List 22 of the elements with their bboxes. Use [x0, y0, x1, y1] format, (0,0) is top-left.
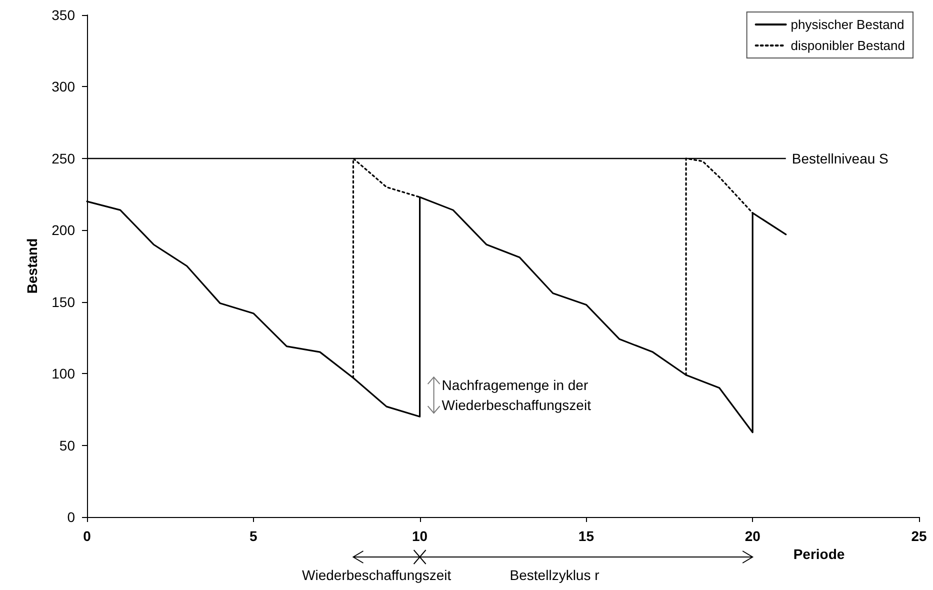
y-tick-label: 300 [52, 78, 76, 95]
y-tick-label: 150 [52, 294, 76, 310]
ref-line-label: Bestellniveau S [792, 150, 888, 166]
text: Wiederbeschaffungszeit [302, 566, 452, 585]
y-tick-label: 50 [59, 437, 76, 454]
text: Bestellzyklus r [510, 566, 600, 585]
y-tick-label: 0 [67, 509, 76, 525]
x-tick-label: 15 [578, 528, 594, 544]
x-tick-label: 5 [250, 528, 258, 544]
x-axis-title: Periode [793, 546, 845, 562]
y-tick-label: 250 [52, 150, 76, 166]
x-tick-label: 10 [412, 528, 428, 544]
y-axis-title: Bestand [24, 238, 40, 294]
x-tick-label: 25 [911, 528, 927, 544]
annotation: Nachfragemenge in der Wiederbeschaffungszeit [442, 376, 591, 416]
legend-label: disponibler Bestand [790, 38, 906, 53]
legend-label: physischer Bestand [790, 17, 904, 32]
y-tick-label: 350 [52, 7, 76, 23]
y-tick-label: 100 [52, 366, 76, 382]
x-tick-label: 0 [83, 528, 92, 544]
x-tick-label: 20 [744, 528, 761, 544]
y-tick-label: 200 [52, 222, 76, 238]
